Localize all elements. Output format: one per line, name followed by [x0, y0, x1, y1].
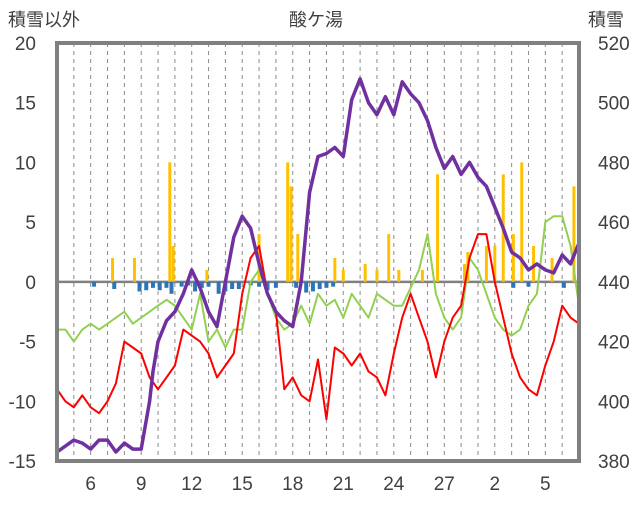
right-tick-label: 400 — [598, 392, 630, 413]
snow-change-bar — [273, 281, 278, 288]
precipitation-bar — [420, 269, 424, 282]
right-tick-label: 420 — [598, 333, 630, 354]
tick-layer: -15 -10 -5 0 5 10 15 20 380 400 420 440 460 480 500 520… — [9, 34, 630, 495]
precipitation-bar — [511, 234, 515, 282]
snow-change-bar — [164, 281, 169, 288]
precipitation-bar — [493, 246, 497, 282]
snow-change-bar — [193, 281, 198, 292]
x-tick-label: 2 — [490, 474, 501, 495]
snow-change-bar — [236, 281, 241, 290]
grid-layer — [57, 43, 579, 461]
right-tick-label: 460 — [598, 213, 630, 234]
precipitation-bar — [168, 162, 172, 282]
snow-change-bar — [150, 281, 155, 288]
right-tick-label: 480 — [598, 153, 630, 174]
right-tick-label: 500 — [598, 94, 630, 115]
snow-change-bar — [304, 281, 309, 293]
precipitation-bar — [484, 246, 488, 282]
snow-change-bar — [137, 281, 142, 292]
precipitation-bar — [363, 263, 367, 282]
snow-change-bar — [199, 281, 204, 288]
left-tick-label: 15 — [15, 94, 36, 115]
precipitation-bar — [333, 257, 337, 282]
right-tick-label: 440 — [598, 273, 630, 294]
snow-change-bar — [144, 281, 149, 291]
left-tick-label: -5 — [19, 333, 36, 354]
precipitation-bar — [520, 162, 524, 282]
chart-title: 酸ケ湯 — [289, 10, 343, 30]
right-tick-label: 380 — [598, 452, 630, 473]
precipitation-bar — [397, 269, 401, 282]
snow-change-bar — [310, 281, 315, 292]
snow-change-bar — [157, 281, 162, 291]
snow-change-bar — [526, 281, 531, 287]
wind-series-line — [56, 215, 580, 349]
snow-change-bar — [561, 281, 566, 288]
snow-change-bar — [169, 281, 174, 294]
snow-change-bar — [317, 281, 322, 290]
x-tick-label: 15 — [232, 474, 253, 495]
snow-change-bar — [206, 281, 211, 287]
left-tick-label: 10 — [15, 153, 36, 174]
left-axis-title: 積雪以外 — [8, 10, 80, 30]
snow-change-bar — [92, 281, 97, 287]
snow-change-bar — [230, 281, 235, 290]
precipitation-bar — [296, 234, 300, 282]
plot-frame — [55, 41, 581, 463]
precipitation-bar — [286, 162, 290, 282]
precipitation-bar — [436, 174, 440, 282]
x-tick-label: 21 — [333, 474, 354, 495]
snow-change-bar — [331, 281, 336, 287]
right-axis-title: 積雪 — [588, 10, 624, 30]
left-tick-label: -10 — [9, 392, 36, 413]
precipitation-bar — [462, 263, 466, 282]
snow-change-bar — [257, 281, 262, 287]
precipitation-bar — [289, 186, 293, 282]
snow-change-bar — [294, 281, 299, 288]
x-tick-label: 5 — [540, 474, 551, 495]
snow-change-bar — [179, 281, 184, 287]
precipitation-bar — [550, 257, 554, 282]
precipitation-bar — [205, 269, 209, 282]
snow-depth-series-line — [55, 77, 581, 454]
left-tick-label: 0 — [25, 273, 36, 294]
x-tick-label: 6 — [85, 474, 96, 495]
snow-change-bar — [216, 281, 221, 294]
precipitation-bar — [572, 186, 576, 282]
left-tick-label: 5 — [25, 213, 36, 234]
line-layer — [55, 77, 581, 454]
x-tick-label: 12 — [181, 474, 202, 495]
left-tick-label: 20 — [15, 34, 36, 55]
x-tick-label: 9 — [136, 474, 147, 495]
x-tick-label: 24 — [383, 474, 405, 495]
snow-change-bar — [511, 281, 516, 288]
precipitation-bar — [132, 257, 136, 282]
x-tick-label: 27 — [434, 474, 455, 495]
snow-change-bar — [324, 281, 329, 288]
temperature-series-line — [56, 233, 580, 421]
snow-change-bar — [112, 281, 117, 290]
left-tick-label: -15 — [9, 452, 36, 473]
precipitation-bar — [341, 269, 345, 282]
precipitation-bar — [532, 246, 536, 282]
precipitation-bar — [171, 246, 175, 282]
precipitation-bar — [387, 234, 391, 282]
precipitation-bar — [111, 257, 115, 282]
snow-change-bar — [265, 281, 270, 291]
right-tick-label: 520 — [598, 34, 630, 55]
precipitation-bar — [375, 269, 379, 282]
x-tick-label: 18 — [282, 474, 303, 495]
